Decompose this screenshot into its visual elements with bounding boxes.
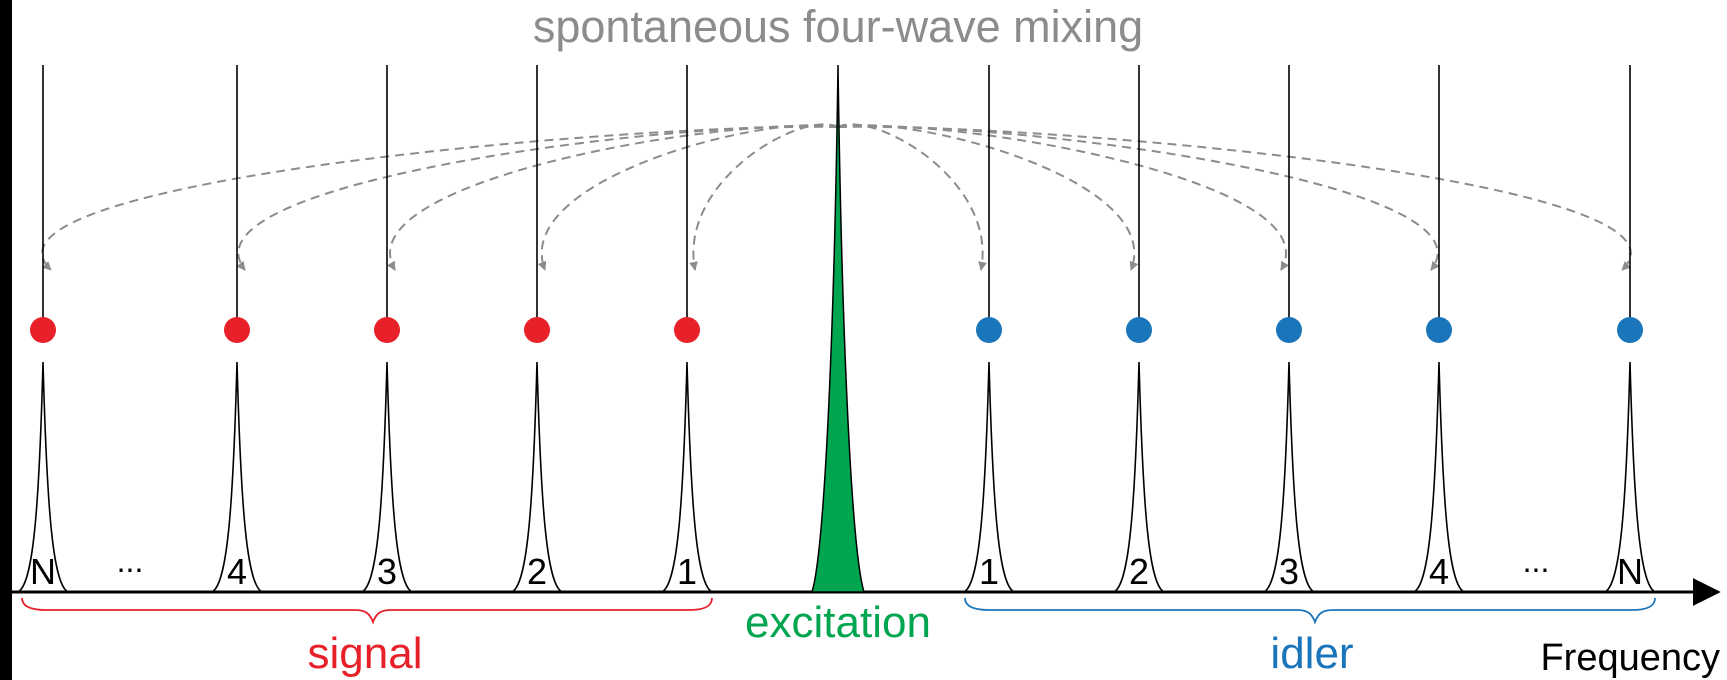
four-wave-mixing-diagram: spontaneous four-wave mixing Frequency N… bbox=[12, 0, 1727, 680]
signal-peak: 2 bbox=[511, 65, 563, 593]
signal-peak-label: 3 bbox=[377, 551, 397, 592]
signal-photon-dot bbox=[30, 317, 56, 343]
signal-mixing-arrow bbox=[537, 124, 839, 271]
idler-label: idler bbox=[1270, 629, 1353, 678]
idler-resonance bbox=[1413, 361, 1465, 593]
mixing-arrows bbox=[41, 123, 1632, 271]
idler-peak: 2 bbox=[1113, 65, 1165, 593]
idler-peak-label: 4 bbox=[1429, 551, 1449, 592]
idler-mixing-arrow bbox=[837, 125, 1632, 271]
signal-peak-label: 4 bbox=[227, 551, 247, 592]
signal-peak: 3 bbox=[361, 65, 413, 593]
idler-ellipsis: ... bbox=[1523, 543, 1550, 579]
signal-photon-dot bbox=[224, 317, 250, 343]
idler-peak: 1 bbox=[963, 65, 1015, 593]
idler-photon-dot bbox=[1276, 317, 1302, 343]
signal-peak: 1 bbox=[661, 65, 713, 593]
idler-photon-dot bbox=[976, 317, 1002, 343]
signal-mixing-arrow bbox=[689, 123, 839, 271]
signal-mixing-arrow bbox=[387, 124, 839, 271]
signal-photon-dot bbox=[674, 317, 700, 343]
comb-lines: N 4 3 2 1 1 2 3 4 N bbox=[17, 65, 1656, 593]
signal-resonance bbox=[661, 361, 713, 593]
signal-peak: 4 bbox=[211, 65, 263, 593]
idler-resonance bbox=[1113, 361, 1165, 593]
idler-peak: 3 bbox=[1263, 65, 1315, 593]
excitation-peak bbox=[810, 64, 866, 593]
excitation-label: excitation bbox=[745, 598, 931, 647]
idler-peak: 4 bbox=[1413, 65, 1465, 593]
signal-peak: N bbox=[17, 65, 69, 593]
signal-brace bbox=[21, 597, 713, 625]
idler-resonance bbox=[963, 361, 1015, 593]
idler-resonance bbox=[1604, 361, 1656, 593]
idler-photon-dot bbox=[1126, 317, 1152, 343]
signal-resonance bbox=[211, 361, 263, 593]
idler-peak-label: N bbox=[1617, 551, 1643, 592]
signal-mixing-arrow bbox=[41, 125, 839, 271]
signal-peak-label: N bbox=[30, 551, 56, 592]
idler-peak-label: 2 bbox=[1129, 551, 1149, 592]
signal-ellipsis: ... bbox=[117, 543, 144, 579]
signal-label: signal bbox=[308, 629, 423, 678]
idler-peak-label: 1 bbox=[979, 551, 999, 592]
signal-mixing-arrow bbox=[236, 125, 839, 271]
signal-resonance bbox=[361, 361, 413, 593]
signal-resonance bbox=[17, 361, 69, 593]
diagram-title: spontaneous four-wave mixing bbox=[533, 1, 1143, 52]
idler-photon-dot bbox=[1617, 317, 1643, 343]
signal-photon-dot bbox=[374, 317, 400, 343]
idler-brace bbox=[964, 597, 1656, 625]
signal-peak-label: 2 bbox=[527, 551, 547, 592]
idler-peak-label: 3 bbox=[1279, 551, 1299, 592]
signal-peak-label: 1 bbox=[677, 551, 697, 592]
idler-photon-dot bbox=[1426, 317, 1452, 343]
idler-peak: N bbox=[1604, 65, 1656, 593]
signal-resonance bbox=[511, 361, 563, 593]
idler-mixing-arrow bbox=[837, 124, 1289, 271]
idler-mixing-arrow bbox=[837, 123, 987, 271]
idler-mixing-arrow bbox=[837, 125, 1440, 271]
signal-photon-dot bbox=[524, 317, 550, 343]
idler-resonance bbox=[1263, 361, 1315, 593]
idler-mixing-arrow bbox=[837, 124, 1139, 271]
axis-label: Frequency bbox=[1540, 637, 1720, 679]
